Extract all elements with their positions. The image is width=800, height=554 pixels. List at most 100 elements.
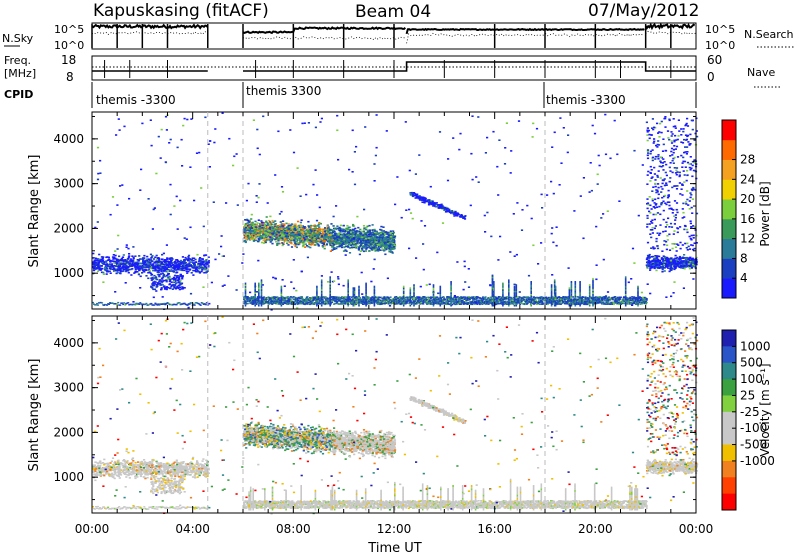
range-gate-cell: [187, 254, 191, 257]
range-gate-cell: [420, 297, 423, 299]
range-gate-cell: [95, 304, 97, 306]
range-gate-cell: [343, 297, 345, 299]
range-gate-cell: [446, 296, 449, 298]
range-gate-cell: [164, 263, 167, 265]
range-gate-cell: [305, 303, 308, 305]
range-gate-cell: [202, 264, 206, 266]
range-gate-cell: [188, 303, 191, 305]
range-gate-cell: [291, 297, 294, 299]
range-gate-cell: [142, 263, 145, 265]
range-gate-cell: [161, 276, 165, 279]
range-gate-cell: [426, 299, 429, 302]
range-gate-cell: [404, 301, 407, 303]
range-gate-cell: [438, 299, 440, 301]
range-gate-cell: [317, 301, 320, 303]
range-gate-cell: [421, 301, 424, 304]
range-gate-cell: [120, 263, 123, 266]
range-gate-cell: [277, 303, 279, 305]
range-gate-cell: [145, 263, 148, 265]
range-gate-cell: [289, 302, 292, 304]
range-gate-cell: [424, 298, 427, 300]
range-gate-cell: [127, 271, 130, 274]
range-gate-cell: [420, 296, 423, 299]
range-gate-cell: [96, 302, 98, 305]
range-gate-cell: [370, 299, 373, 302]
nave-label: Nave: [747, 66, 775, 79]
range-gate-cell: [427, 299, 430, 302]
date-title: 07/May/2012: [588, 1, 700, 21]
range-gate-cell: [268, 302, 271, 304]
range-gate-cell: [96, 270, 100, 273]
range-gate-cell: [134, 268, 137, 271]
range-gate-cell: [416, 296, 418, 298]
range-gate-cell: [204, 260, 207, 263]
range-gate-cell: [179, 283, 182, 285]
range-gate-cell: [109, 260, 112, 263]
range-gate-cell: [390, 303, 393, 305]
range-gate-cell: [394, 296, 396, 298]
range-gate-cell: [149, 263, 152, 265]
range-gate-cell: [355, 298, 357, 301]
range-gate-cell: [160, 261, 163, 263]
range-gate-cell: [619, 296, 622, 298]
range-gate-cell: [297, 299, 300, 302]
range-gate-cell: [453, 302, 456, 305]
range-gate-cell: [360, 242, 363, 244]
range-gate-cell: [471, 303, 474, 305]
range-gate-cell: [109, 266, 112, 269]
range-gate-cell: [181, 275, 184, 277]
range-gate-cell: [383, 297, 386, 300]
range-gate-cell: [122, 303, 125, 306]
nsearch-tick-low: 10^0: [705, 39, 735, 52]
range-gate-cell: [119, 270, 122, 272]
range-gate-cell: [290, 300, 293, 302]
range-gate-cell: [109, 272, 112, 274]
range-gate-cell: [155, 254, 158, 257]
range-gate-cell: [380, 301, 383, 303]
range-gate-cell: [388, 297, 391, 299]
range-gate-cell: [146, 261, 149, 264]
range-gate-cell: [145, 302, 148, 305]
range-gate-cell: [415, 302, 418, 305]
range-gate-cell: [200, 263, 203, 266]
range-gate-cell: [518, 296, 521, 298]
range-gate-cell: [108, 303, 111, 305]
range-gate-cell: [645, 301, 648, 304]
range-gate-cell: [287, 296, 289, 298]
range-gate-cell: [293, 301, 296, 303]
range-gate-cell: [185, 270, 188, 273]
range-gate-cell: [338, 303, 340, 305]
range-gate-cell: [191, 265, 195, 267]
range-gate-cell: [164, 287, 167, 289]
range-gate-cell: [96, 260, 99, 262]
range-gate-cell: [322, 303, 325, 305]
range-gate-cell: [368, 299, 371, 302]
range-gate-cell: [459, 298, 462, 300]
range-gate-cell: [199, 304, 202, 306]
range-gate-cell: [457, 300, 460, 302]
range-gate-cell: [377, 298, 380, 301]
range-gate-cell: [310, 301, 313, 304]
range-gate-cell: [436, 300, 439, 303]
range-gate-cell: [300, 300, 303, 302]
range-gate-cell: [428, 299, 431, 301]
range-gate-cell: [311, 298, 313, 300]
range-gate-cell: [387, 302, 390, 304]
range-gate-cell: [132, 256, 135, 259]
range-gate-cell: [443, 301, 446, 304]
range-gate-cell: [310, 297, 313, 299]
range-gate-cell: [121, 302, 124, 304]
range-gate-cell: [322, 297, 325, 299]
range-gate-cell: [124, 266, 127, 269]
range-gate-cell: [290, 302, 293, 304]
range-gate-cell: [645, 298, 648, 300]
range-gate-cell: [173, 278, 177, 280]
range-gate-cell: [92, 267, 96, 270]
range-gate-cell: [249, 298, 252, 300]
range-gate-cell: [277, 296, 279, 299]
range-gate-cell: [619, 298, 622, 300]
range-gate-cell: [112, 260, 115, 263]
range-gate-cell: [265, 302, 268, 304]
range-gate-cell: [161, 258, 164, 261]
range-gate-cell: [348, 252, 352, 254]
